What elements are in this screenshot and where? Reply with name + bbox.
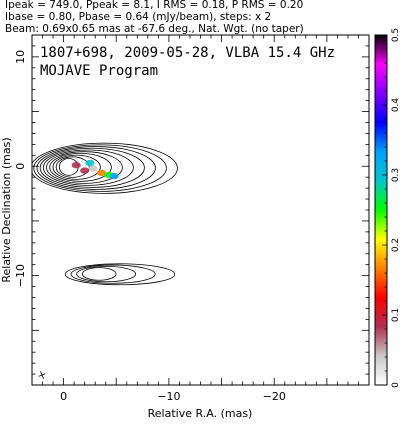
- beam-ellipse: [38, 371, 46, 379]
- x-axis-label: Relative R.A. (mas): [148, 407, 253, 420]
- contour-core_jet-3: [49, 152, 112, 182]
- polarization-patch-5: [71, 161, 81, 169]
- contour-counter_image-0: [81, 267, 117, 281]
- contour-core_jet-7: [36, 146, 156, 190]
- colorbar: [374, 34, 388, 386]
- plot-frame: [31, 34, 370, 386]
- colorbar-tick-label: 0.1: [391, 308, 401, 322]
- contour-core_jet-9: [32, 142, 178, 194]
- header-line-3: Beam: 0.69x0.65 mas at -67.6 deg., Nat. …: [5, 23, 304, 35]
- contour-counter_image-1: [76, 265, 137, 283]
- polarization-patch-6: [85, 159, 95, 167]
- contour-core_jet-4: [46, 151, 123, 184]
- contour-counter_image-3: [64, 263, 176, 286]
- polarization-patch-0: [80, 167, 90, 174]
- contour-core_jet-8: [33, 144, 167, 192]
- y-tick-label: 0: [14, 163, 27, 170]
- map-layer: [32, 142, 178, 379]
- colorbar-tick-label: 0.5: [391, 28, 401, 42]
- colorbar-tick-label: 0.3: [391, 168, 401, 182]
- polarization-patch-4: [109, 172, 119, 180]
- polarization-patch-2: [97, 169, 107, 177]
- axis-layer: 0 −10 −20 10 0 −10: [14, 35, 369, 403]
- y-tick-label: 10: [14, 50, 27, 64]
- chart-title: 1807+698, 2009-05-28, VLBA 15.4 GHz: [40, 45, 335, 61]
- y-axis-label: Relative Declination (mas): [0, 137, 13, 282]
- colorbar-tick-label: 0.4: [391, 98, 401, 113]
- header-line-1: Ipeak = 749.0, Ppeak = 8.1, I RMS = 0.18…: [5, 0, 304, 11]
- x-tick-label: −10: [157, 390, 180, 403]
- contour-core_jet-2: [52, 154, 101, 180]
- colorbar-axis: 0 0.1 0.2 0.3 0.4 0.5: [382, 28, 401, 388]
- colorbar-tick-label: 0.2: [391, 238, 401, 252]
- chart-subtitle: MOJAVE Program: [40, 63, 158, 79]
- contour-core_jet-6: [39, 147, 145, 188]
- contour-core_jet-5: [42, 149, 134, 186]
- x-tick-label: −20: [263, 390, 286, 403]
- beam-minor-axis: [38, 373, 46, 377]
- contour-counter_image-2: [70, 264, 156, 284]
- colorbar-tick-label: 0: [391, 382, 401, 388]
- y-tick-label: −10: [14, 264, 27, 287]
- x-tick-label: 0: [60, 390, 67, 403]
- polarization-patch-1: [88, 165, 98, 172]
- header-line-2: Ibase = 0.80, Pbase = 0.64 (mJy/beam), s…: [5, 11, 272, 23]
